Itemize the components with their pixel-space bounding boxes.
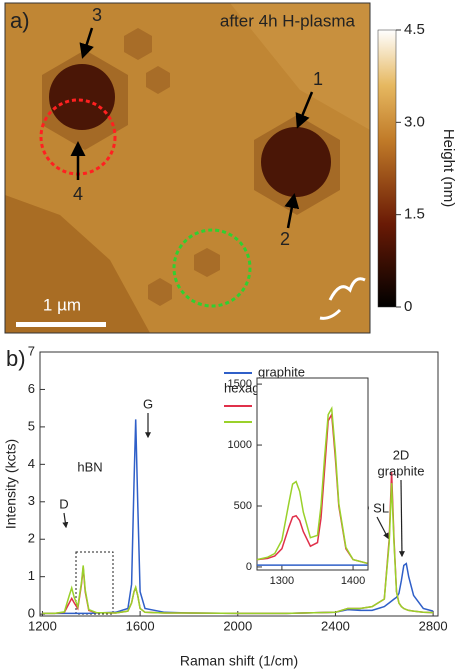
x-tick-label: 2800 bbox=[419, 618, 448, 633]
panel-label: b) bbox=[6, 346, 26, 371]
colorbar-tick-label: 0 bbox=[404, 298, 412, 315]
colorbar-label: Height (nm) bbox=[440, 129, 457, 207]
y-tick-label: 1 bbox=[28, 568, 35, 583]
zoom-box bbox=[75, 551, 114, 615]
x-tick-label: 1300 bbox=[270, 575, 294, 587]
colorbar-tick-label: 3.0 bbox=[404, 113, 425, 130]
spectrum-line bbox=[256, 406, 368, 565]
x-tick-label: 1600 bbox=[126, 618, 155, 633]
peak-annotation: D bbox=[59, 496, 68, 511]
y-tick-label: 1000 bbox=[228, 439, 252, 451]
arrow-label: 2 bbox=[280, 229, 290, 249]
scale-bar-label: 1 µm bbox=[43, 295, 81, 314]
annotation-arrow bbox=[376, 516, 389, 540]
colorbar-tick-label: 4.5 bbox=[404, 21, 425, 38]
x-tick-label: 1200 bbox=[28, 618, 57, 633]
arrow-label: 3 bbox=[92, 5, 102, 25]
spectrum-line bbox=[42, 471, 434, 615]
annotation-arrow bbox=[398, 479, 405, 558]
arrow-label: 4 bbox=[73, 184, 83, 204]
annotation-arrow bbox=[62, 512, 69, 529]
y-tick-label: 1500 bbox=[228, 378, 252, 390]
peak-annotation: 2D bbox=[393, 447, 410, 462]
legend-label: graphite bbox=[258, 364, 305, 379]
inset-background bbox=[257, 378, 368, 570]
panel-label: a) bbox=[10, 8, 30, 33]
image-annotation: after 4h H-plasma bbox=[220, 11, 356, 30]
y-tick-label: 2 bbox=[28, 531, 35, 546]
x-tick-label: 2000 bbox=[223, 618, 252, 633]
y-tick-label: 4 bbox=[28, 456, 35, 471]
y-tick-label: 3 bbox=[28, 493, 35, 508]
y-tick-label: 500 bbox=[234, 500, 252, 512]
afm-image bbox=[4, 2, 397, 334]
plot-frame bbox=[39, 351, 439, 617]
x-tick-label: 2400 bbox=[321, 618, 350, 633]
peak-annotation: hBN bbox=[77, 459, 102, 474]
y-tick-label: 0 bbox=[246, 561, 252, 573]
arrow-label: 1 bbox=[313, 69, 323, 89]
spectrum-line bbox=[42, 483, 434, 615]
y-axis-label: Intensity (kcts) bbox=[3, 439, 19, 529]
plot-frame bbox=[256, 377, 369, 571]
y-tick-label: 0 bbox=[28, 606, 35, 621]
y-tick-label: 7 bbox=[28, 343, 35, 358]
x-tick-label: 1400 bbox=[341, 575, 365, 587]
colorbar-tick-label: 1.5 bbox=[404, 206, 425, 223]
y-tick-label: 6 bbox=[28, 381, 35, 396]
y-tick-label: 5 bbox=[28, 418, 35, 433]
peak-annotation: G bbox=[143, 396, 153, 411]
peak-annotation: graphite bbox=[378, 463, 425, 478]
x-axis-label: Raman shift (1/cm) bbox=[180, 653, 298, 669]
